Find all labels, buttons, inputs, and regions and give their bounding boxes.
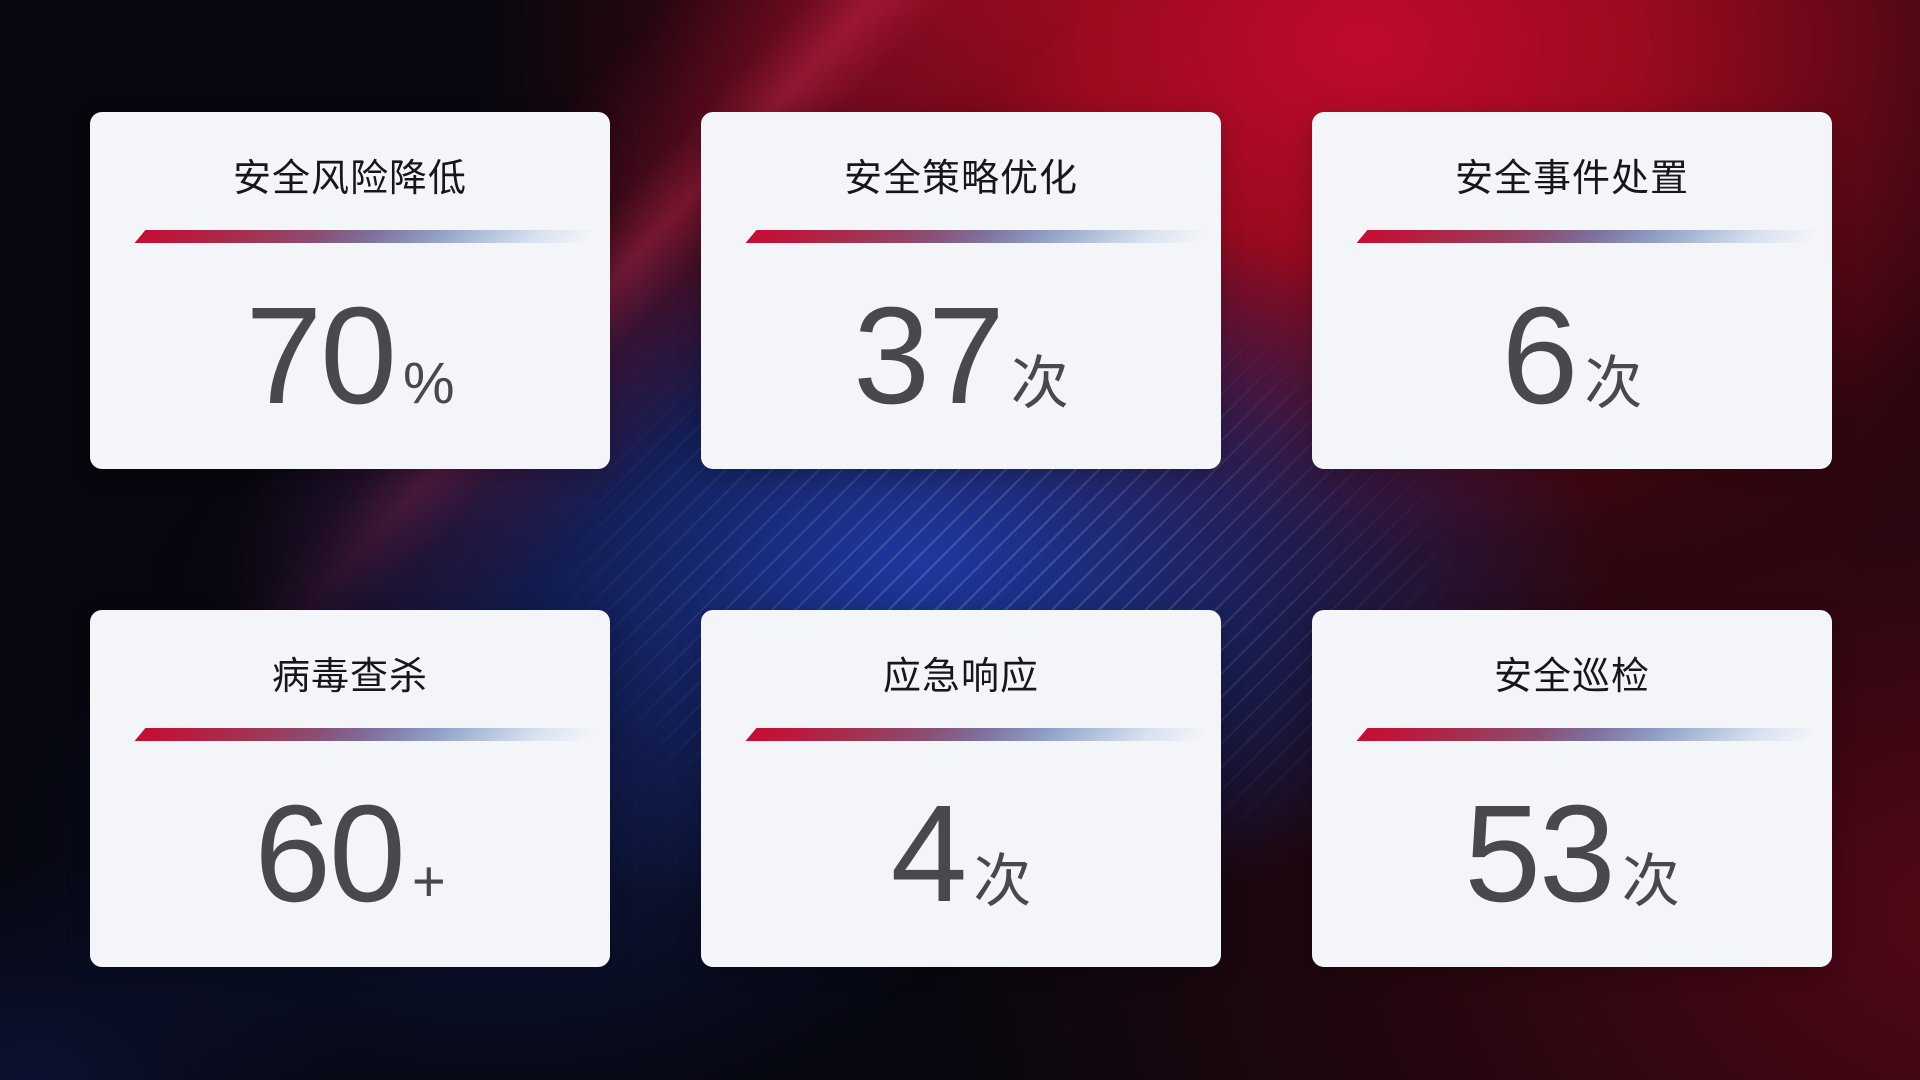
- gradient-divider: [1356, 728, 1830, 741]
- stat-value-row: 60 +: [254, 775, 445, 934]
- stat-value-row: 6 次: [1502, 277, 1643, 436]
- stat-unit: 次: [1621, 849, 1680, 914]
- stat-value: 53: [1464, 777, 1615, 931]
- stat-value: 60: [254, 777, 405, 931]
- stat-unit: 次: [1584, 351, 1643, 416]
- stat-value: 6: [1501, 279, 1579, 433]
- card-title: 安全巡检: [1493, 656, 1650, 698]
- stat-unit: +: [411, 849, 446, 914]
- stat-card-security-inspection: 安全巡检 53 次: [1312, 610, 1832, 967]
- card-title: 病毒查杀: [271, 656, 428, 698]
- stat-value-row: 37 次: [853, 277, 1069, 436]
- stat-card-policy-optimization: 安全策略优化 37 次: [701, 112, 1221, 469]
- stat-card-emergency-response: 应急响应 4 次: [701, 610, 1221, 967]
- stat-value: 4: [890, 777, 968, 931]
- gradient-divider: [745, 728, 1219, 741]
- card-title: 安全事件处置: [1454, 158, 1689, 200]
- stat-card-incident-handling: 安全事件处置 6 次: [1312, 112, 1832, 469]
- gradient-divider: [134, 230, 608, 243]
- stat-value-row: 4 次: [891, 775, 1032, 934]
- stat-value-row: 70 %: [245, 277, 454, 436]
- gradient-divider: [134, 728, 608, 741]
- card-title: 安全策略优化: [843, 158, 1078, 200]
- card-title: 应急响应: [882, 656, 1039, 698]
- stat-value: 70: [245, 279, 396, 433]
- stat-unit: 次: [973, 849, 1032, 914]
- stat-value-row: 53 次: [1464, 775, 1680, 934]
- stat-value: 37: [853, 279, 1004, 433]
- stat-card-virus-scan: 病毒查杀 60 +: [90, 610, 610, 967]
- gradient-divider: [1356, 230, 1830, 243]
- stat-unit: %: [402, 351, 455, 416]
- stat-card-risk-reduction: 安全风险降低 70 %: [90, 112, 610, 469]
- card-title: 安全风险降低: [232, 158, 467, 200]
- gradient-divider: [745, 230, 1219, 243]
- stat-unit: 次: [1010, 351, 1069, 416]
